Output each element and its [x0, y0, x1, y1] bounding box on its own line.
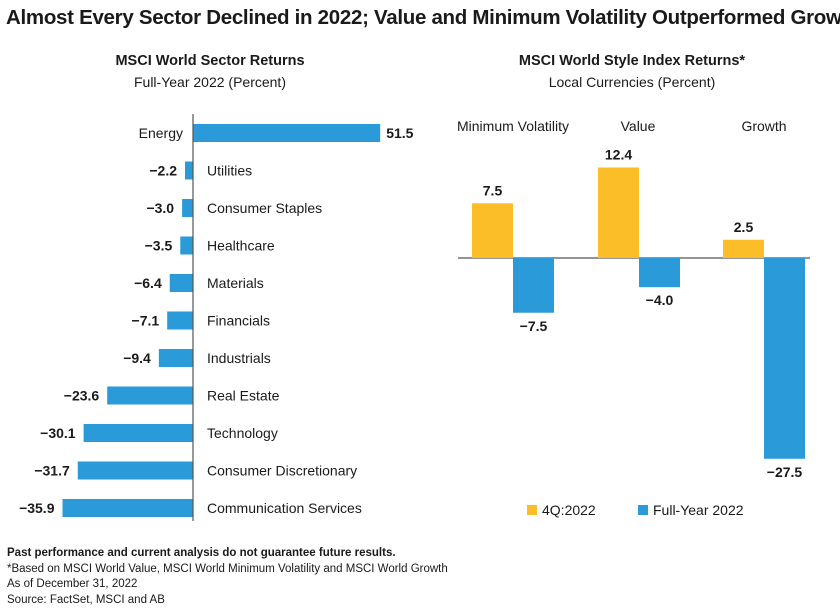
style-value-label: 2.5 — [734, 219, 754, 235]
sector-value-label: −3.0 — [146, 200, 174, 216]
legend-swatch — [638, 505, 648, 515]
footer-disclaimer: Past performance and current analysis do… — [7, 547, 396, 559]
sector-value-label: −7.1 — [132, 313, 160, 329]
footer-note: *Based on MSCI World Value, MSCI World M… — [7, 562, 448, 575]
style-value-label: −4.0 — [646, 292, 674, 308]
legend-label: Full-Year 2022 — [653, 502, 744, 518]
style-value-label: 12.4 — [605, 146, 632, 162]
full-year-bar — [513, 258, 554, 313]
style-category-label: Growth — [741, 118, 786, 134]
full-year-bar — [639, 258, 680, 288]
sector-bar — [77, 461, 193, 480]
sector-value-label: −30.1 — [40, 425, 76, 441]
style-value-label: 7.5 — [483, 182, 503, 198]
quarter-bar — [723, 239, 764, 258]
sector-category-label: Energy — [139, 125, 183, 141]
sector-bar — [193, 124, 381, 142]
sector-category-label: Utilities — [207, 163, 252, 179]
chart-main-title: Almost Every Sector Declined in 2022; Va… — [6, 6, 840, 29]
style-value-label: −27.5 — [767, 464, 803, 480]
sector-category-label: Industrials — [207, 350, 271, 366]
sector-category-label: Consumer Staples — [207, 200, 322, 216]
sector-value-label: −31.7 — [34, 463, 70, 479]
sector-bar — [62, 499, 193, 517]
sector-bar — [180, 236, 193, 255]
sector-value-label: −9.4 — [123, 350, 151, 366]
sector-category-label: Real Estate — [207, 388, 280, 404]
style-returns-chart: Minimum Volatility 7.5 −7.5 Value 12.4 −4.0 Gr… — [457, 118, 810, 518]
sector-category-label: Consumer Discretionary — [207, 463, 357, 479]
sector-bar — [83, 424, 193, 442]
sector-category-label: Materials — [207, 275, 264, 291]
footer-asof: As of December 31, 2022 — [7, 578, 138, 590]
sector-category-label: Financials — [207, 313, 270, 329]
legend-label: 4Q:2022 — [542, 502, 596, 518]
sector-value-label: 51.5 — [386, 125, 413, 141]
style-chart-title: MSCI World Style Index Returns* — [518, 53, 746, 69]
quarter-bar — [472, 203, 513, 258]
sector-bar — [158, 349, 193, 367]
quarter-bar — [598, 167, 639, 258]
sector-bar — [167, 311, 193, 330]
legend-swatch — [527, 505, 537, 515]
sector-value-label: −3.5 — [145, 238, 173, 254]
style-value-label: −7.5 — [520, 318, 548, 334]
full-year-bar — [764, 258, 805, 459]
sector-value-label: −35.9 — [19, 500, 55, 516]
footer-source: Source: FactSet, MSCI and AB — [7, 593, 165, 606]
sector-category-label: Communication Services — [207, 500, 362, 516]
sector-category-label: Technology — [207, 425, 278, 441]
sector-bar — [185, 161, 193, 180]
sector-chart-subtitle: Full-Year 2022 (Percent) — [133, 74, 286, 90]
style-category-label: Value — [621, 118, 656, 134]
sector-chart-title: MSCI World Sector Returns — [115, 53, 305, 69]
style-category-label: Minimum Volatility — [457, 118, 569, 134]
sector-value-label: −2.2 — [149, 163, 177, 179]
sector-bar — [182, 199, 193, 217]
sector-bar — [107, 386, 193, 405]
sector-returns-chart: 51.5 Energy −2.2 Utilities −3.0 Consumer Stap… — [19, 114, 414, 521]
sector-bar — [169, 274, 193, 292]
sector-category-label: Healthcare — [207, 238, 275, 254]
style-chart-subtitle: Local Currencies (Percent) — [548, 74, 716, 90]
sector-value-label: −23.6 — [64, 388, 100, 404]
footer-notes: Past performance and current analysis do… — [7, 546, 448, 608]
sector-value-label: −6.4 — [134, 275, 162, 291]
